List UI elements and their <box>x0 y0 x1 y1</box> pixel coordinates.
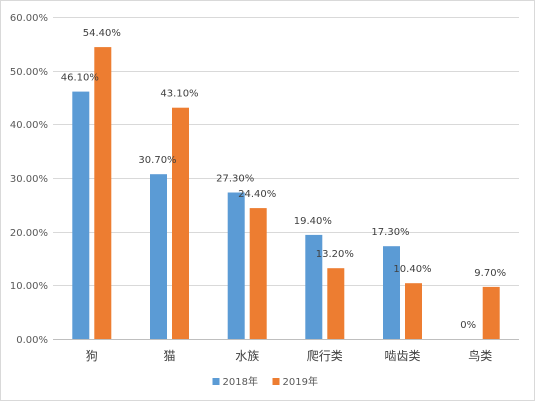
bar-series1 <box>150 174 167 339</box>
category-labels: 狗 猫 水族 爬行类 啮齿类 鸟类 <box>86 348 492 363</box>
legend-label: 2019年 <box>283 375 318 388</box>
legend-label: 2018年 <box>223 375 258 388</box>
legend-swatch <box>212 378 220 385</box>
data-label: 19.40% <box>294 216 332 227</box>
y-tick-label: 40.00% <box>10 120 48 131</box>
bar-series1 <box>227 192 245 339</box>
bar-series2 <box>405 283 422 339</box>
bars <box>72 47 500 339</box>
y-tick-label: 60.00% <box>10 13 48 24</box>
bar-series1 <box>72 91 90 339</box>
category-label: 猫 <box>163 349 175 363</box>
legend: 2018年 2019年 <box>212 375 318 388</box>
bar-series1 <box>305 234 323 339</box>
data-label: 13.20% <box>316 249 354 260</box>
y-tick-label: 30.00% <box>10 174 48 185</box>
data-label: 0% <box>460 320 476 331</box>
y-tick-label: 20.00% <box>10 228 48 239</box>
category-label: 啮齿类 <box>384 349 420 363</box>
category-label: 鸟类 <box>468 348 492 363</box>
legend-swatch <box>272 378 280 385</box>
data-label: 9.70% <box>474 268 506 279</box>
data-label: 46.10% <box>61 73 99 84</box>
y-tick-label: 50.00% <box>10 67 48 78</box>
category-label: 狗 <box>86 349 98 363</box>
y-tick-label: 0.00% <box>16 335 48 346</box>
bar-series2 <box>94 47 112 339</box>
bar-series2 <box>482 286 500 339</box>
data-labels: 46.10% 54.40% 30.70% 43.10% 27.30% 24.40% 19.4… <box>61 28 506 331</box>
bar-series2 <box>249 208 267 339</box>
data-label: 30.70% <box>138 155 176 166</box>
bar-series2 <box>327 268 345 339</box>
data-label: 43.10% <box>160 89 198 100</box>
gridlines <box>53 17 519 340</box>
data-label: 10.40% <box>393 264 431 275</box>
category-label: 水族 <box>235 349 259 363</box>
category-label: 爬行类 <box>307 349 343 363</box>
data-label: 54.40% <box>83 28 121 39</box>
y-tick-label: 10.00% <box>10 281 48 292</box>
data-label: 27.30% <box>216 174 254 185</box>
y-axis-tick-labels: 0.00% 10.00% 20.00% 30.00% 40.00% 50.00% 60.00… <box>10 13 48 346</box>
data-label: 24.40% <box>238 189 276 200</box>
bar-series1 <box>383 246 400 339</box>
bar-series2 <box>172 107 189 339</box>
data-label: 17.30% <box>371 227 409 238</box>
